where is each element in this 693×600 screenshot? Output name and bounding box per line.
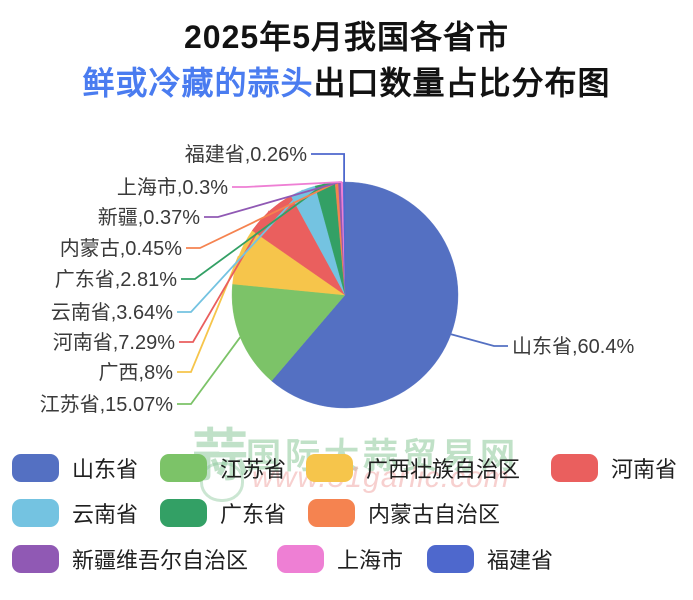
callout-label-4: 云南省,3.64% [51,301,173,324]
legend-item-5[interactable]: 广东省 [160,497,286,529]
legend-label-4: 云南省 [72,502,139,527]
leader-line-1 [177,336,241,405]
legend-swatch-5 [160,499,207,527]
callout-label-7: 新疆,0.37% [98,206,200,229]
leader-line-5 [181,183,326,280]
legend-item-0[interactable]: 山东省 [12,452,138,484]
legend-label-7: 新疆维吾尔自治区 [72,548,249,573]
legend-label-9: 福建省 [487,548,554,573]
legend-item-3[interactable]: 河南省 [551,452,677,484]
callout-label-6: 内蒙古,0.45% [60,237,182,260]
chart-title-line1: 2025年5月我国各省市 [184,19,509,55]
legend-swatch-6 [308,499,355,527]
callout-label-8: 上海市,0.3% [117,176,228,199]
legend-swatch-8 [277,545,324,573]
legend-swatch-7 [12,545,59,573]
legend-label-1: 江苏省 [220,457,287,482]
legend-swatch-3 [551,454,598,482]
legend-swatch-1 [160,454,207,482]
leader-line-0 [450,333,508,347]
callout-label-2: 广西,8% [99,361,174,384]
leader-line-7 [204,181,340,218]
callout-label-3: 河南省,7.29% [53,331,175,354]
legend-item-4[interactable]: 云南省 [12,497,138,529]
legend-item-6[interactable]: 内蒙古自治区 [308,497,500,529]
legend-swatch-0 [12,454,59,482]
pie-slice-0[interactable] [271,181,459,409]
leader-line-4 [177,189,304,313]
pie-slice-1[interactable] [231,283,346,382]
legend-label-5: 广东省 [220,502,287,527]
legend-swatch-2 [306,454,353,482]
chart-title-highlight: 鲜或冷藏的蒜头 [82,65,314,101]
legend-swatch-4 [12,499,59,527]
legend-label-6: 内蒙古自治区 [368,502,501,527]
legend-item-2[interactable]: 广西壮族自治区 [306,452,520,484]
chart-title-line2: 鲜或冷藏的蒜头出口数量占比分布图 [0,60,693,106]
callout-label-0: 山东省,60.4% [512,335,634,358]
legend-swatch-9 [427,545,474,573]
leader-line-6 [186,181,338,249]
callout-label-9: 福建省,0.26% [185,143,307,166]
legend-label-0: 山东省 [72,457,139,482]
legend-item-1[interactable]: 江苏省 [160,452,286,484]
leader-line-2 [177,255,240,373]
chart-title: 2025年5月我国各省市 鲜或冷藏的蒜头出口数量占比分布图 [0,14,693,106]
callout-label-5: 广东省,2.81% [55,268,177,291]
chart-title-rest: 出口数量占比分布图 [313,65,611,101]
legend-label-3: 河南省 [611,457,678,482]
legend-item-8[interactable]: 上海市 [277,543,403,575]
legend-item-7[interactable]: 新疆维吾尔自治区 [12,543,248,575]
legend-item-9[interactable]: 福建省 [427,543,553,575]
legend-label-8: 上海市 [337,548,404,573]
leader-line-9 [311,153,346,182]
leader-line-8 [232,181,343,188]
callout-label-1: 江苏省,15.07% [40,393,174,416]
legend-label-2: 广西壮族自治区 [366,457,521,482]
